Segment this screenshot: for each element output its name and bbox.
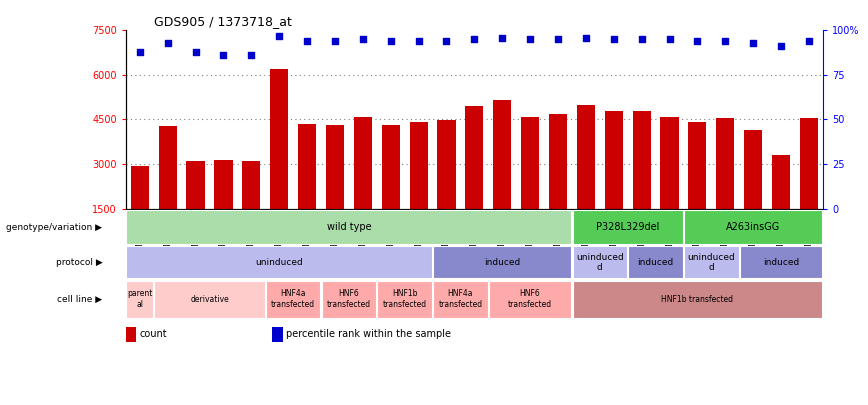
Bar xyxy=(744,130,762,253)
Point xyxy=(216,52,230,59)
Text: A263insGG: A263insGG xyxy=(726,222,780,232)
Text: induced: induced xyxy=(763,258,799,267)
Bar xyxy=(605,111,623,253)
Text: HNF4a
transfected: HNF4a transfected xyxy=(271,290,315,309)
Bar xyxy=(684,210,822,244)
Bar xyxy=(493,100,511,253)
Text: parent
al: parent al xyxy=(127,290,153,309)
Point xyxy=(523,36,537,43)
Text: induced: induced xyxy=(484,258,521,267)
Bar xyxy=(187,161,205,253)
Bar xyxy=(155,281,265,318)
Text: cell line ▶: cell line ▶ xyxy=(57,294,102,304)
Bar xyxy=(661,117,679,253)
Point xyxy=(690,38,704,44)
Bar xyxy=(437,120,456,253)
Text: HNF6
transfected: HNF6 transfected xyxy=(508,290,552,309)
Point xyxy=(467,36,481,43)
Bar xyxy=(214,160,233,253)
Point xyxy=(746,40,760,46)
Point xyxy=(300,38,314,44)
Point xyxy=(774,43,788,50)
Bar xyxy=(573,281,822,318)
Bar xyxy=(298,124,316,253)
Text: HNF1b transfected: HNF1b transfected xyxy=(661,294,733,304)
Bar xyxy=(489,281,571,318)
Point xyxy=(635,36,648,43)
Point xyxy=(662,36,676,43)
Text: HNF6
transfected: HNF6 transfected xyxy=(327,290,371,309)
Bar xyxy=(740,247,822,278)
Text: uninduced
d: uninduced d xyxy=(687,253,735,272)
Text: HNF1b
transfected: HNF1b transfected xyxy=(383,290,427,309)
Bar xyxy=(688,122,707,253)
Bar xyxy=(159,126,177,253)
Point xyxy=(439,38,453,44)
Text: GDS905 / 1373718_at: GDS905 / 1373718_at xyxy=(154,15,292,28)
Text: P328L329del: P328L329del xyxy=(596,222,660,232)
Bar xyxy=(378,281,432,318)
Bar xyxy=(800,118,818,253)
Bar xyxy=(549,113,567,253)
Bar xyxy=(382,126,400,253)
Bar xyxy=(772,155,790,253)
Point xyxy=(411,38,425,44)
Point xyxy=(133,49,147,55)
Point xyxy=(384,38,398,44)
Text: protocol ▶: protocol ▶ xyxy=(56,258,102,267)
Bar xyxy=(684,247,739,278)
Text: derivative: derivative xyxy=(190,294,229,304)
Bar xyxy=(242,161,260,253)
Bar xyxy=(326,126,344,253)
Bar xyxy=(270,69,288,253)
Bar xyxy=(521,117,539,253)
Point xyxy=(161,40,174,46)
Bar xyxy=(577,104,595,253)
Bar xyxy=(633,111,651,253)
Text: percentile rank within the sample: percentile rank within the sample xyxy=(286,329,450,339)
Text: wild type: wild type xyxy=(326,222,372,232)
Point xyxy=(245,52,259,59)
Point xyxy=(356,36,370,43)
Bar xyxy=(127,281,153,318)
Point xyxy=(273,32,286,39)
Bar xyxy=(433,247,571,278)
Bar xyxy=(573,247,628,278)
Point xyxy=(607,36,621,43)
Bar xyxy=(433,281,488,318)
Text: genotype/variation ▶: genotype/variation ▶ xyxy=(6,223,102,232)
Bar xyxy=(127,210,571,244)
Bar xyxy=(273,327,283,342)
Point xyxy=(719,38,733,44)
Text: count: count xyxy=(139,329,167,339)
Bar xyxy=(410,122,428,253)
Bar xyxy=(573,210,683,244)
Text: uninduced
d: uninduced d xyxy=(576,253,624,272)
Point xyxy=(328,38,342,44)
Text: HNF4a
transfected: HNF4a transfected xyxy=(438,290,483,309)
Bar xyxy=(127,247,432,278)
Bar xyxy=(321,281,376,318)
Point xyxy=(496,34,510,41)
Point xyxy=(802,38,816,44)
Bar xyxy=(266,281,320,318)
Bar xyxy=(131,166,148,253)
Point xyxy=(188,49,202,55)
Point xyxy=(551,36,565,43)
Text: induced: induced xyxy=(637,258,674,267)
Text: uninduced: uninduced xyxy=(255,258,303,267)
Bar xyxy=(716,118,734,253)
Bar xyxy=(465,106,483,253)
Point xyxy=(579,34,593,41)
Bar xyxy=(354,117,372,253)
Bar xyxy=(126,327,136,342)
Bar xyxy=(628,247,683,278)
